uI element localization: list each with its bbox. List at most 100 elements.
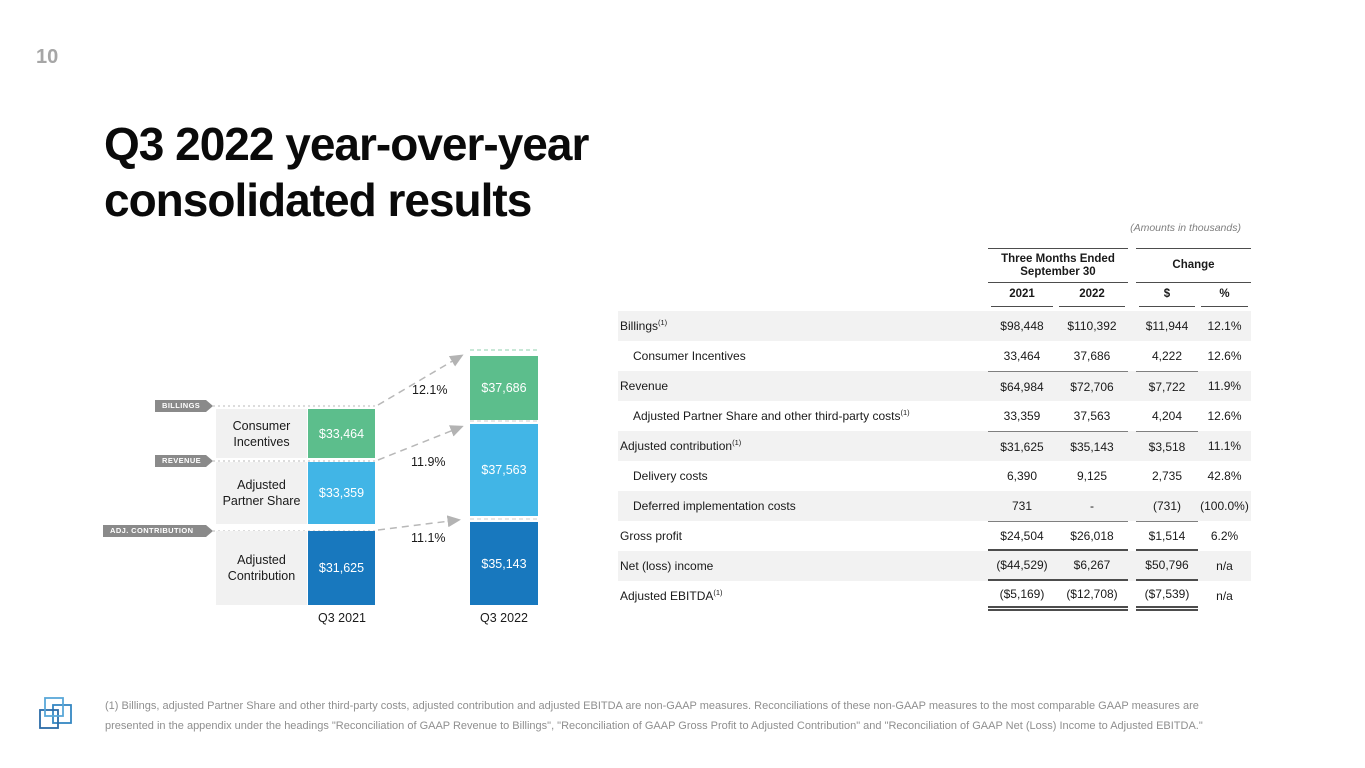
row-label-text: Billings bbox=[620, 319, 659, 333]
column-header-change-pct: % bbox=[1201, 283, 1248, 307]
change-pct: 12.1% bbox=[1207, 319, 1242, 333]
row-label-footnote-ref: (1) bbox=[658, 317, 668, 327]
value-2022: 37,563 bbox=[1073, 409, 1111, 423]
slide-title-line1: Q3 2022 year-over-year bbox=[104, 118, 589, 170]
row-label-text: Gross profit bbox=[620, 529, 683, 543]
table-column-header: 2021 2022 $ % bbox=[618, 283, 1251, 307]
value-2021: 33,464 bbox=[1003, 349, 1041, 363]
row-label-text: Adjusted EBITDA bbox=[620, 589, 714, 603]
gap bbox=[1128, 311, 1136, 341]
gap bbox=[1128, 551, 1136, 581]
table-row-adjusted-ebitda: Adjusted EBITDA (1) ($5,169) ($12,708) ($… bbox=[618, 581, 1251, 611]
row-label: Revenue bbox=[618, 371, 988, 401]
gap bbox=[1128, 401, 1136, 431]
change-pct: 12.6% bbox=[1207, 349, 1242, 363]
slide-title-line2: consolidated results bbox=[104, 174, 532, 226]
row-label-text: Deferred implementation costs bbox=[633, 499, 796, 513]
row-label-text: Adjusted contribution bbox=[620, 439, 733, 453]
x-axis-label-q3-2021: Q3 2021 bbox=[318, 611, 366, 625]
slide-title: Q3 2022 year-over-year consolidated resu… bbox=[104, 116, 589, 228]
change-pct: 11.1% bbox=[1207, 439, 1242, 453]
bar-2021-consumer-incentives: $33,464 bbox=[308, 409, 375, 458]
bar-2022-adjusted-contribution: $35,143 bbox=[470, 522, 538, 605]
value-2021: 6,390 bbox=[1006, 469, 1038, 483]
gap bbox=[1128, 491, 1136, 521]
row-label-text: Delivery costs bbox=[633, 469, 708, 483]
table-row-adjusted-partner-share: Adjusted Partner Share and other third-p… bbox=[618, 401, 1251, 431]
gap bbox=[1128, 581, 1136, 611]
change-usd: 2,735 bbox=[1151, 469, 1183, 483]
table-row-delivery-costs: Delivery costs 6,390 9,125 2,735 42.8% bbox=[618, 461, 1251, 491]
column-header-2022: 2022 bbox=[1059, 283, 1125, 307]
change-usd: (731) bbox=[1152, 499, 1181, 513]
segment-label-adjusted-contribution: Adjusted Contribution bbox=[216, 531, 307, 605]
row-label: Gross profit bbox=[618, 521, 988, 551]
column-header-gap bbox=[1128, 283, 1136, 307]
table-row-deferred-implementation-costs: Deferred implementation costs 731 - (731… bbox=[618, 491, 1251, 521]
table-row-consumer-incentives: Consumer Incentives 33,464 37,686 4,222 … bbox=[618, 341, 1251, 371]
value-2021: ($5,169) bbox=[988, 581, 1056, 611]
value-2022: 9,125 bbox=[1076, 469, 1108, 483]
bar-2022-adjusted-partner-share: $37,563 bbox=[470, 424, 538, 516]
row-label: Adjusted Partner Share and other third-p… bbox=[618, 401, 988, 431]
x-axis-label-q3-2022: Q3 2022 bbox=[480, 611, 528, 625]
value-2021: $24,504 bbox=[988, 521, 1056, 551]
row-label-text: Adjusted Partner Share and other third-p… bbox=[633, 409, 901, 423]
change-pct: (100.0%) bbox=[1200, 499, 1249, 513]
value-2022: $26,018 bbox=[1056, 521, 1128, 551]
change-pct: 42.8% bbox=[1207, 469, 1242, 483]
value-2022: $6,267 bbox=[1056, 551, 1128, 581]
gap bbox=[1128, 371, 1136, 401]
segment-label-adjusted-partner-share: Adjusted Partner Share bbox=[216, 462, 307, 524]
row-label: Deferred implementation costs bbox=[618, 491, 988, 521]
change-usd: 4,222 bbox=[1151, 349, 1183, 363]
value-2021: $64,984 bbox=[988, 371, 1056, 401]
adj-contribution-tag: ADJ. CONTRIBUTION bbox=[103, 525, 213, 537]
change-usd: 4,204 bbox=[1151, 409, 1183, 423]
billings-tag: BILLINGS bbox=[155, 400, 213, 412]
change-usd: $7,722 bbox=[1136, 371, 1198, 401]
value-2022: - bbox=[1090, 499, 1094, 513]
row-label: Net (loss) income bbox=[618, 551, 988, 581]
change-pct-billings: 12.1% bbox=[412, 383, 448, 397]
revenue-tag: REVENUE bbox=[155, 455, 213, 467]
gap bbox=[1128, 521, 1136, 551]
change-pct: 12.6% bbox=[1207, 409, 1242, 423]
value-2021: $98,448 bbox=[1000, 319, 1044, 333]
table-row-adjusted-contribution: Adjusted contribution (1) $31,625 $35,143… bbox=[618, 431, 1251, 461]
column-header-2021: 2021 bbox=[991, 283, 1053, 307]
change-pct: n/a bbox=[1216, 559, 1233, 573]
table-body: Billings (1) $98,448 $110,392 $11,944 12.… bbox=[618, 311, 1251, 611]
table-row-billings: Billings (1) $98,448 $110,392 $11,944 12.… bbox=[618, 311, 1251, 341]
column-header-spacer bbox=[618, 283, 988, 307]
change-pct: n/a bbox=[1216, 589, 1233, 603]
row-label: Consumer Incentives bbox=[618, 341, 988, 371]
company-logo-icon bbox=[39, 697, 72, 729]
consolidated-results-table: (Amounts in thousands) Three Months Ende… bbox=[618, 222, 1251, 611]
change-pct: 11.9% bbox=[1207, 379, 1242, 393]
segment-label-consumer-incentives: Consumer Incentives bbox=[216, 409, 307, 458]
row-label-footnote-ref: (1) bbox=[732, 437, 742, 447]
row-label-text: Net (loss) income bbox=[620, 559, 714, 573]
change-usd: $1,514 bbox=[1136, 521, 1198, 551]
row-label: Delivery costs bbox=[618, 461, 988, 491]
row-label: Adjusted contribution (1) bbox=[618, 431, 988, 461]
group-header-gap bbox=[1128, 248, 1136, 283]
change-usd: ($7,539) bbox=[1136, 581, 1198, 611]
row-label-text: Revenue bbox=[620, 379, 669, 393]
table-row-gross-profit: Gross profit $24,504 $26,018 $1,514 6.2% bbox=[618, 521, 1251, 551]
value-2021: 33,359 bbox=[1003, 409, 1041, 423]
change-usd: $50,796 bbox=[1136, 551, 1198, 581]
footnote: (1) Billings, adjusted Partner Share and… bbox=[105, 700, 1203, 732]
row-label: Billings (1) bbox=[618, 311, 988, 341]
bar-2021-adjusted-partner-share: $33,359 bbox=[308, 462, 375, 524]
change-pct: 6.2% bbox=[1210, 529, 1239, 543]
bar-2022-consumer-incentives: $37,686 bbox=[470, 356, 538, 420]
value-2022: $35,143 bbox=[1056, 431, 1128, 461]
value-2021: ($44,529) bbox=[988, 551, 1056, 581]
gap bbox=[1128, 461, 1136, 491]
page-number: 10 bbox=[36, 46, 59, 68]
row-label: Adjusted EBITDA (1) bbox=[618, 581, 988, 611]
value-2022: $110,392 bbox=[1067, 319, 1117, 333]
